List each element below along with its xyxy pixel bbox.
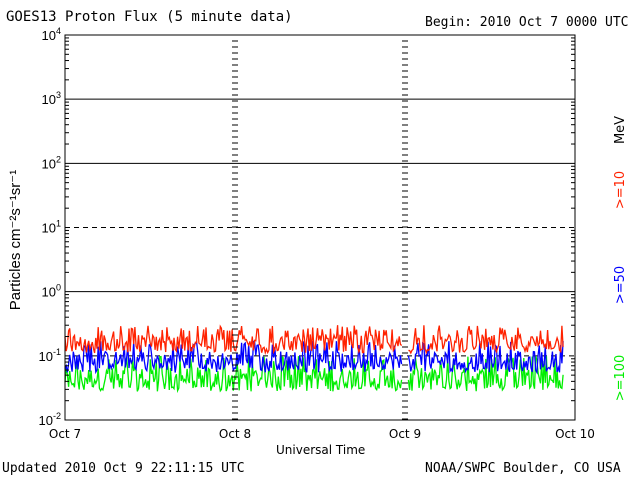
y-tick-label: 103 bbox=[42, 90, 61, 107]
legend-entry: >=10 bbox=[613, 171, 628, 209]
series-line bbox=[408, 325, 564, 355]
x-tick-label: Oct 8 bbox=[219, 427, 251, 441]
x-tick-label: Oct 10 bbox=[555, 427, 595, 441]
y-tick-label: 10-1 bbox=[39, 347, 61, 364]
y-tick-label: 100 bbox=[42, 283, 61, 300]
x-tick-label: Oct 9 bbox=[389, 427, 421, 441]
axis-ticks bbox=[65, 37, 575, 402]
y-tick-label: 101 bbox=[42, 219, 61, 236]
updated-timestamp: Updated 2010 Oct 9 22:11:15 UTC bbox=[2, 461, 245, 476]
legend-entry: >=50 bbox=[613, 266, 628, 304]
y-tick-labels: 10-2 10-1 100 101 102 103 104 bbox=[39, 26, 61, 428]
x-tick-labels: Oct 7 Oct 8 Oct 9 Oct 10 bbox=[49, 427, 595, 441]
plot-frame bbox=[64, 34, 576, 421]
y-axis-title: Particles cm⁻²s⁻¹sr⁻¹ bbox=[7, 170, 24, 310]
y-tick-label: 102 bbox=[42, 154, 61, 171]
mev-unit-label: MeV bbox=[613, 116, 628, 144]
series-line bbox=[64, 324, 403, 356]
chart-title: GOES13 Proton Flux (5 minute data) bbox=[6, 9, 293, 25]
begin-timestamp: Begin: 2010 Oct 7 0000 UTC bbox=[425, 15, 629, 30]
legend-entry: >=100 bbox=[613, 355, 628, 402]
source-credit: NOAA/SWPC Boulder, CO USA bbox=[425, 461, 621, 476]
series-line bbox=[64, 355, 403, 394]
day-separators bbox=[232, 40, 408, 420]
legend: >=10 >=50 >=100 bbox=[613, 171, 628, 401]
y-tick-label: 10-2 bbox=[39, 411, 61, 428]
series-layer bbox=[64, 324, 564, 394]
series-line bbox=[407, 341, 564, 375]
y-tick-label: 104 bbox=[42, 26, 61, 43]
x-tick-label: Oct 7 bbox=[49, 427, 81, 441]
x-axis-title: Universal Time bbox=[276, 443, 366, 457]
series-line bbox=[64, 340, 403, 375]
